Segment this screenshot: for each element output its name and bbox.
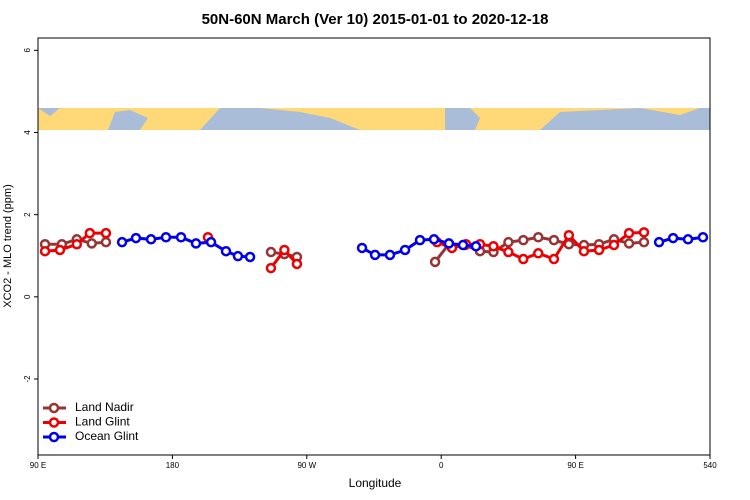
point — [533, 248, 544, 259]
point — [578, 245, 590, 257]
point — [279, 244, 290, 256]
point — [86, 238, 98, 249]
chart-title: 50N-60N March (Ver 10) 2015-01-01 to 202… — [202, 11, 549, 28]
point — [488, 241, 499, 252]
point — [623, 227, 635, 239]
point — [232, 250, 244, 262]
point — [429, 256, 441, 268]
x-tick-label: 90 W — [297, 461, 316, 470]
x-tick-label: 0 — [439, 461, 444, 470]
point — [71, 238, 83, 250]
y-tick-label: 4 — [23, 130, 32, 135]
y-tick-label: 6 — [23, 48, 32, 53]
point — [503, 246, 514, 258]
point — [205, 236, 217, 248]
point — [265, 246, 277, 258]
point — [548, 253, 560, 265]
point — [356, 242, 368, 254]
point — [399, 244, 411, 256]
legend-label: Land Glint — [75, 415, 130, 429]
point — [518, 234, 529, 246]
point — [220, 245, 232, 257]
point — [100, 236, 112, 248]
point — [623, 238, 635, 249]
point — [533, 232, 544, 243]
y-tick-label: -2 — [23, 375, 32, 383]
point — [244, 251, 256, 263]
point — [190, 238, 202, 249]
x-axis-label: Longitude — [349, 476, 402, 490]
point — [470, 241, 482, 252]
point — [548, 234, 560, 246]
legend-label: Ocean Glint — [75, 429, 139, 443]
point — [369, 249, 381, 261]
point — [593, 244, 605, 256]
x-tick-label: 540 — [703, 461, 717, 470]
map-band — [38, 108, 710, 130]
y-tick-label: 2 — [23, 212, 32, 217]
point — [100, 227, 112, 239]
point — [384, 249, 396, 261]
plot-frame — [37, 37, 711, 456]
point — [54, 244, 66, 256]
point — [145, 234, 157, 245]
x-tick-label: 90 E — [567, 461, 583, 470]
point — [414, 234, 426, 246]
point — [653, 236, 665, 248]
point — [160, 232, 172, 243]
y-tick-label: 0 — [23, 294, 32, 299]
point — [608, 239, 620, 251]
point — [84, 227, 96, 239]
point — [697, 232, 709, 243]
point — [503, 236, 514, 248]
x-tick-label: 90 E — [30, 461, 46, 470]
point — [428, 234, 440, 245]
point — [443, 238, 455, 249]
x-tick-label: 180 — [166, 461, 180, 470]
point — [682, 234, 694, 245]
point — [518, 253, 529, 265]
point — [175, 232, 187, 243]
point — [130, 232, 142, 244]
y-axis-label: XCO2 - MLO trend (ppm) — [2, 184, 14, 307]
point — [638, 227, 650, 238]
point — [265, 262, 277, 274]
point — [667, 232, 679, 244]
point — [563, 229, 575, 241]
legend-marker — [48, 431, 60, 443]
point — [39, 245, 51, 257]
point — [457, 239, 469, 251]
point — [638, 236, 650, 248]
legend-marker — [48, 402, 60, 414]
point — [291, 258, 303, 270]
legend-marker — [48, 417, 60, 428]
point — [116, 236, 128, 248]
legend-label: Land Nadir — [75, 400, 134, 414]
